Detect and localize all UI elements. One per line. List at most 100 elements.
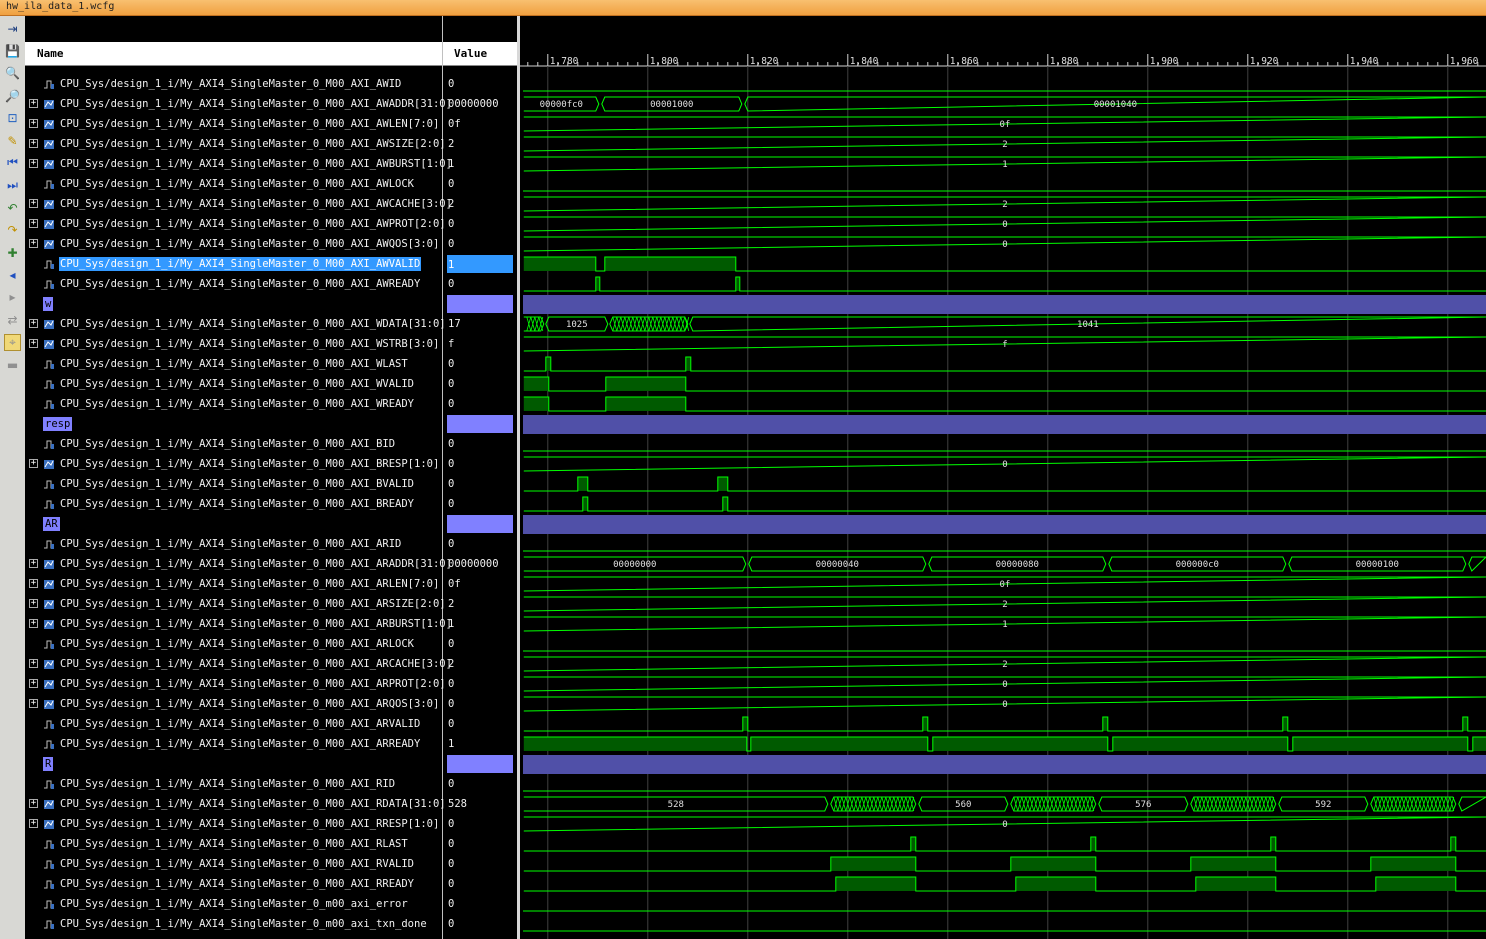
signal-row[interactable]: CPU_Sys/design_1_i/My_AXI4_SingleMaster_… xyxy=(25,254,442,274)
signal-value[interactable]: 2 xyxy=(448,198,455,210)
signal-row[interactable]: CPU_Sys/design_1_i/My_AXI4_SingleMaster_… xyxy=(25,854,442,874)
signal-row[interactable]: + CPU_Sys/design_1_i/My_AXI4_SingleMaster… xyxy=(25,314,446,334)
signal-row[interactable]: + CPU_Sys/design_1_i/My_AXI4_SingleMaster… xyxy=(25,674,446,694)
expand-icon[interactable]: + xyxy=(29,138,38,148)
cursor-icon[interactable]: ✎ xyxy=(7,133,18,148)
signal-value[interactable]: 0 xyxy=(448,378,455,390)
signal-value[interactable]: 0 xyxy=(448,838,455,850)
signal-value[interactable]: 0 xyxy=(448,818,455,830)
signal-value[interactable]: 0 xyxy=(448,238,455,250)
expand-icon[interactable]: + xyxy=(29,698,38,708)
signal-value[interactable] xyxy=(447,415,513,433)
zoom-fit-icon[interactable]: ⇥ xyxy=(7,21,18,36)
signal-value[interactable]: 0 xyxy=(448,858,455,870)
signal-value[interactable]: 0 xyxy=(448,218,455,230)
signal-row[interactable]: CPU_Sys/design_1_i/My_AXI4_SingleMaster_… xyxy=(25,394,442,414)
signal-value[interactable]: f xyxy=(448,338,455,350)
signal-value[interactable]: 0 xyxy=(448,898,455,910)
signal-row[interactable]: + CPU_Sys/design_1_i/My_AXI4_SingleMaster… xyxy=(25,454,442,474)
signal-row[interactable]: + CPU_Sys/design_1_i/My_AXI4_SingleMaster… xyxy=(25,214,446,234)
signal-value[interactable]: 0 xyxy=(448,918,455,930)
signal-value[interactable]: 0 xyxy=(448,178,455,190)
zoom-out-icon[interactable]: 🔎 xyxy=(5,88,20,103)
expand-icon[interactable]: + xyxy=(29,578,38,588)
signal-row[interactable]: CPU_Sys/design_1_i/My_AXI4_SingleMaster_… xyxy=(25,434,442,454)
signal-row[interactable]: CPU_Sys/design_1_i/My_AXI4_SingleMaster_… xyxy=(25,374,442,394)
next-transition-icon[interactable]: ↷ xyxy=(7,223,18,238)
signal-row[interactable]: CPU_Sys/design_1_i/My_AXI4_SingleMaster_… xyxy=(25,494,442,514)
swap-cursors-icon[interactable]: ⇄ xyxy=(7,312,18,327)
signal-value[interactable]: 0 xyxy=(448,698,455,710)
signal-row[interactable]: + CPU_Sys/design_1_i/My_AXI4_SingleMaster… xyxy=(25,154,452,174)
signal-row[interactable]: + CPU_Sys/design_1_i/My_AXI4_SingleMaster… xyxy=(25,694,442,714)
snap-icon[interactable]: ⌖ xyxy=(4,333,21,351)
group-row[interactable]: w xyxy=(25,294,442,314)
signal-row[interactable]: + CPU_Sys/design_1_i/My_AXI4_SingleMaster… xyxy=(25,614,452,634)
signal-row[interactable]: CPU_Sys/design_1_i/My_AXI4_SingleMaster_… xyxy=(25,634,442,654)
signal-value[interactable]: 00000000 xyxy=(448,98,499,110)
signal-row[interactable]: CPU_Sys/design_1_i/My_AXI4_SingleMaster_… xyxy=(25,734,442,754)
signal-row[interactable]: + CPU_Sys/design_1_i/My_AXI4_SingleMaster… xyxy=(25,94,452,114)
signal-value[interactable]: 0 xyxy=(448,398,455,410)
signal-value[interactable]: 0 xyxy=(448,678,455,690)
signal-row[interactable]: CPU_Sys/design_1_i/My_AXI4_SingleMaster_… xyxy=(25,894,442,914)
next-marker-icon[interactable]: ▸ xyxy=(9,290,16,305)
signal-value[interactable]: 0f xyxy=(448,578,461,590)
signal-value[interactable]: 0 xyxy=(448,878,455,890)
signal-row[interactable]: + CPU_Sys/design_1_i/My_AXI4_SingleMaster… xyxy=(25,234,442,254)
group-row[interactable]: resp xyxy=(25,414,442,434)
value-column-header[interactable]: Value xyxy=(443,42,517,66)
signal-row[interactable]: CPU_Sys/design_1_i/My_AXI4_SingleMaster_… xyxy=(25,174,442,194)
expand-icon[interactable]: + xyxy=(29,238,38,248)
signal-value[interactable]: 0 xyxy=(448,638,455,650)
signal-value[interactable]: 528 xyxy=(448,798,467,810)
signal-row[interactable]: CPU_Sys/design_1_i/My_AXI4_SingleMaster_… xyxy=(25,74,442,94)
go-start-icon[interactable]: ⏮ xyxy=(7,155,18,170)
signal-value[interactable]: 0 xyxy=(448,458,455,470)
expand-icon[interactable]: + xyxy=(29,158,38,168)
signal-value[interactable]: 0 xyxy=(448,278,455,290)
signal-row[interactable]: CPU_Sys/design_1_i/My_AXI4_SingleMaster_… xyxy=(25,274,442,294)
zoom-in-icon[interactable]: 🔍 xyxy=(5,66,20,81)
expand-icon[interactable]: + xyxy=(29,458,38,468)
group-row[interactable]: AR xyxy=(25,514,442,534)
signal-value[interactable]: 0 xyxy=(448,718,455,730)
signal-row[interactable]: + CPU_Sys/design_1_i/My_AXI4_SingleMaster… xyxy=(25,594,446,614)
signal-row[interactable]: + CPU_Sys/design_1_i/My_AXI4_SingleMaster… xyxy=(25,334,442,354)
pane-splitter[interactable] xyxy=(517,16,520,939)
expand-icon[interactable]: + xyxy=(29,618,38,628)
save-icon[interactable]: 💾 xyxy=(5,43,20,58)
signal-value[interactable]: 0f xyxy=(448,118,461,130)
expand-icon[interactable]: + xyxy=(29,118,38,128)
signal-row[interactable]: CPU_Sys/design_1_i/My_AXI4_SingleMaster_… xyxy=(25,534,442,554)
signal-row[interactable]: CPU_Sys/design_1_i/My_AXI4_SingleMaster_… xyxy=(25,774,442,794)
signal-value[interactable]: 0 xyxy=(448,358,455,370)
signal-value[interactable] xyxy=(447,515,513,533)
signal-row[interactable]: + CPU_Sys/design_1_i/My_AXI4_SingleMaster… xyxy=(25,814,442,834)
expand-icon[interactable]: + xyxy=(29,318,38,328)
signal-value[interactable]: 00000000 xyxy=(448,558,499,570)
signal-row[interactable]: CPU_Sys/design_1_i/My_AXI4_SingleMaster_… xyxy=(25,874,442,894)
expand-icon[interactable]: + xyxy=(29,198,38,208)
zoom-full-icon[interactable]: ⊡ xyxy=(7,111,18,126)
signal-value[interactable]: 2 xyxy=(448,598,455,610)
expand-icon[interactable]: + xyxy=(29,818,38,828)
expand-icon[interactable]: + xyxy=(29,338,38,348)
signal-value[interactable]: 2 xyxy=(448,138,455,150)
disabled-icon[interactable]: ▬ xyxy=(6,357,19,372)
signal-row[interactable]: CPU_Sys/design_1_i/My_AXI4_SingleMaster_… xyxy=(25,714,442,734)
signal-value[interactable]: 0 xyxy=(448,538,455,550)
signal-value[interactable] xyxy=(447,755,513,773)
signal-value[interactable]: 0 xyxy=(448,78,455,90)
group-row[interactable]: R xyxy=(25,754,442,774)
signal-value[interactable]: 1 xyxy=(447,255,513,273)
waveform-canvas[interactable]: 1,780 1,800 1,820 1,840 1,860 1,880 1,900 1,920… xyxy=(520,16,1486,939)
expand-icon[interactable]: + xyxy=(29,798,38,808)
signal-value[interactable]: 1 xyxy=(448,158,455,170)
go-end-icon[interactable]: ⏭ xyxy=(7,177,18,192)
signal-value[interactable]: 17 xyxy=(448,318,461,330)
expand-icon[interactable]: + xyxy=(29,558,38,568)
signal-row[interactable]: + CPU_Sys/design_1_i/My_AXI4_SingleMaster… xyxy=(25,194,452,214)
prev-marker-icon[interactable]: ◂ xyxy=(9,267,16,282)
signal-value[interactable]: 0 xyxy=(448,778,455,790)
